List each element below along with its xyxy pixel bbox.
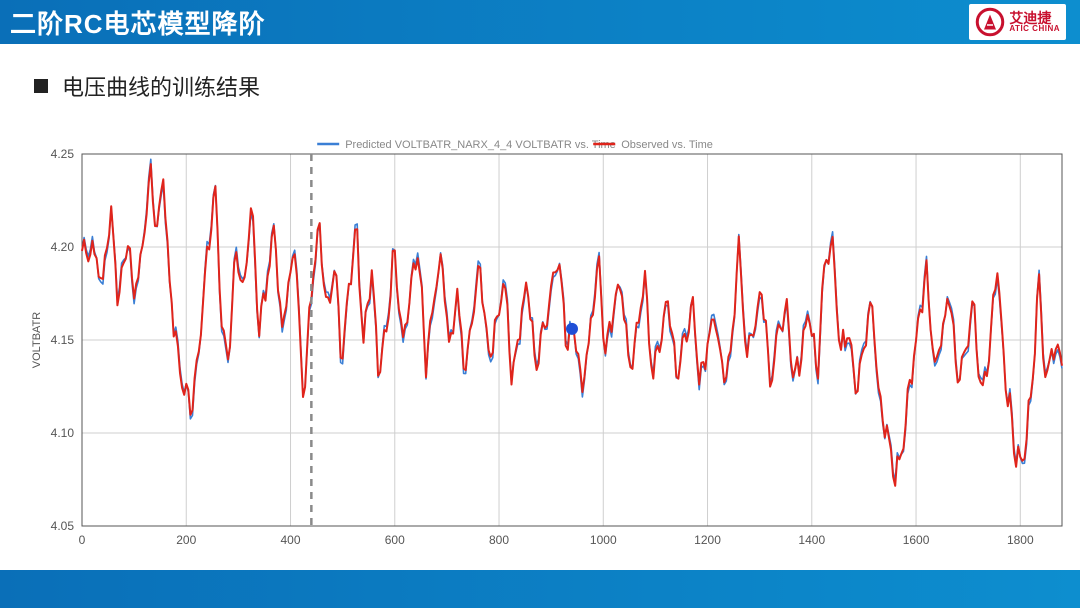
svg-text:1600: 1600 <box>903 533 930 547</box>
brand-name-en: ATIC CHINA <box>1009 25 1060 33</box>
footer-bar <box>0 570 1080 608</box>
bullet-text: 电压曲线的训练结果 <box>62 70 260 102</box>
brand-logo: 艾迪捷 ATIC CHINA <box>969 4 1066 40</box>
brand-logo-text: 艾迪捷 ATIC CHINA <box>1009 11 1060 33</box>
svg-text:800: 800 <box>489 533 509 547</box>
svg-text:0: 0 <box>79 533 86 547</box>
svg-text:4.05: 4.05 <box>51 519 75 533</box>
voltage-chart-svg: 0 200 400 600 800 1000 1200 1400 1600 1800 4.05 4.1… <box>26 136 1070 556</box>
svg-text:Observed vs. Time: Observed vs. Time <box>621 139 713 151</box>
svg-text:1200: 1200 <box>694 533 721 547</box>
svg-text:1800: 1800 <box>1007 533 1034 547</box>
svg-text:1000: 1000 <box>590 533 617 547</box>
svg-text:4.10: 4.10 <box>51 426 75 440</box>
brand-logo-icon <box>975 7 1005 37</box>
svg-text:200: 200 <box>176 533 196 547</box>
svg-text:4.25: 4.25 <box>51 147 75 161</box>
page-title: 二阶RC电芯模型降阶 <box>10 4 266 41</box>
svg-text:1400: 1400 <box>798 533 825 547</box>
content-area: 电压曲线的训练结果 0 200 400 600 800 1000 1200 1400 1600 1… <box>0 44 1080 570</box>
svg-text:4.15: 4.15 <box>51 333 75 347</box>
brand-name-cn: 艾迪捷 <box>1009 11 1060 25</box>
svg-text:Predicted VOLTBATR_NARX_4_4 VO: Predicted VOLTBATR_NARX_4_4 VOLTBATR vs.… <box>345 139 616 151</box>
svg-text:VOLTBATR: VOLTBATR <box>31 312 43 368</box>
voltage-chart: 0 200 400 600 800 1000 1200 1400 1600 1800 4.05 4.1… <box>26 136 1070 556</box>
svg-text:600: 600 <box>385 533 405 547</box>
slide-root: 二阶RC电芯模型降阶 艾迪捷 ATIC CHINA 电压曲线的训练结果 0 200… <box>0 0 1080 608</box>
svg-text:400: 400 <box>280 533 300 547</box>
svg-text:4.20: 4.20 <box>51 240 75 254</box>
bullet-item: 电压曲线的训练结果 <box>34 70 260 102</box>
bullet-square-icon <box>34 79 48 93</box>
header-bar: 二阶RC电芯模型降阶 艾迪捷 ATIC CHINA <box>0 0 1080 44</box>
